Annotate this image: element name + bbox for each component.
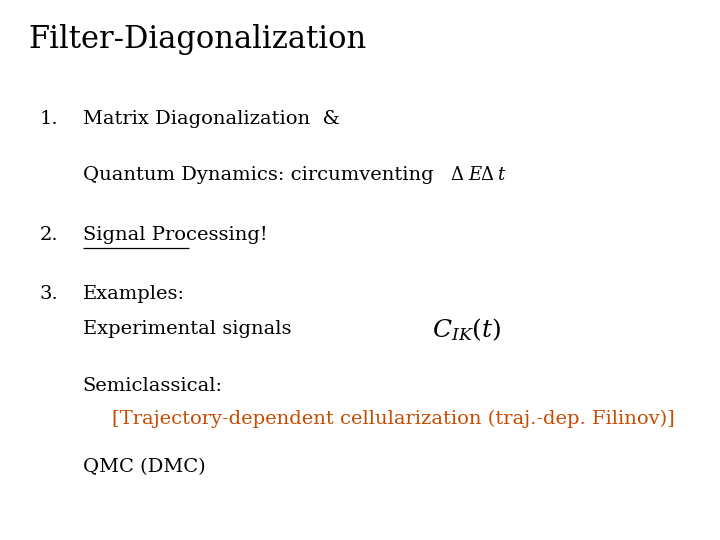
Text: Δ: Δ [450, 166, 463, 185]
Text: $C_{IK}(t)$: $C_{IK}(t)$ [432, 316, 501, 343]
Text: Filter-Diagonalization: Filter-Diagonalization [29, 24, 367, 55]
Text: 2.: 2. [40, 226, 58, 244]
Text: 3.: 3. [40, 285, 58, 303]
Text: Signal Processing!: Signal Processing! [83, 226, 267, 244]
Text: Δ: Δ [480, 166, 493, 185]
Text: t: t [497, 166, 504, 185]
Text: 1.: 1. [40, 110, 58, 128]
Text: Experimental signals: Experimental signals [83, 320, 292, 339]
Text: QMC (DMC): QMC (DMC) [83, 458, 205, 476]
Text: Examples:: Examples: [83, 285, 185, 303]
Text: [Trajectory-dependent cellularization (traj.-dep. Filinov)]: [Trajectory-dependent cellularization (t… [112, 409, 675, 428]
Text: Semiclassical:: Semiclassical: [83, 377, 222, 395]
Text: E: E [468, 166, 481, 185]
Text: Quantum Dynamics: circumventing: Quantum Dynamics: circumventing [83, 166, 433, 185]
Text: Matrix Diagonalization  &: Matrix Diagonalization & [83, 110, 340, 128]
